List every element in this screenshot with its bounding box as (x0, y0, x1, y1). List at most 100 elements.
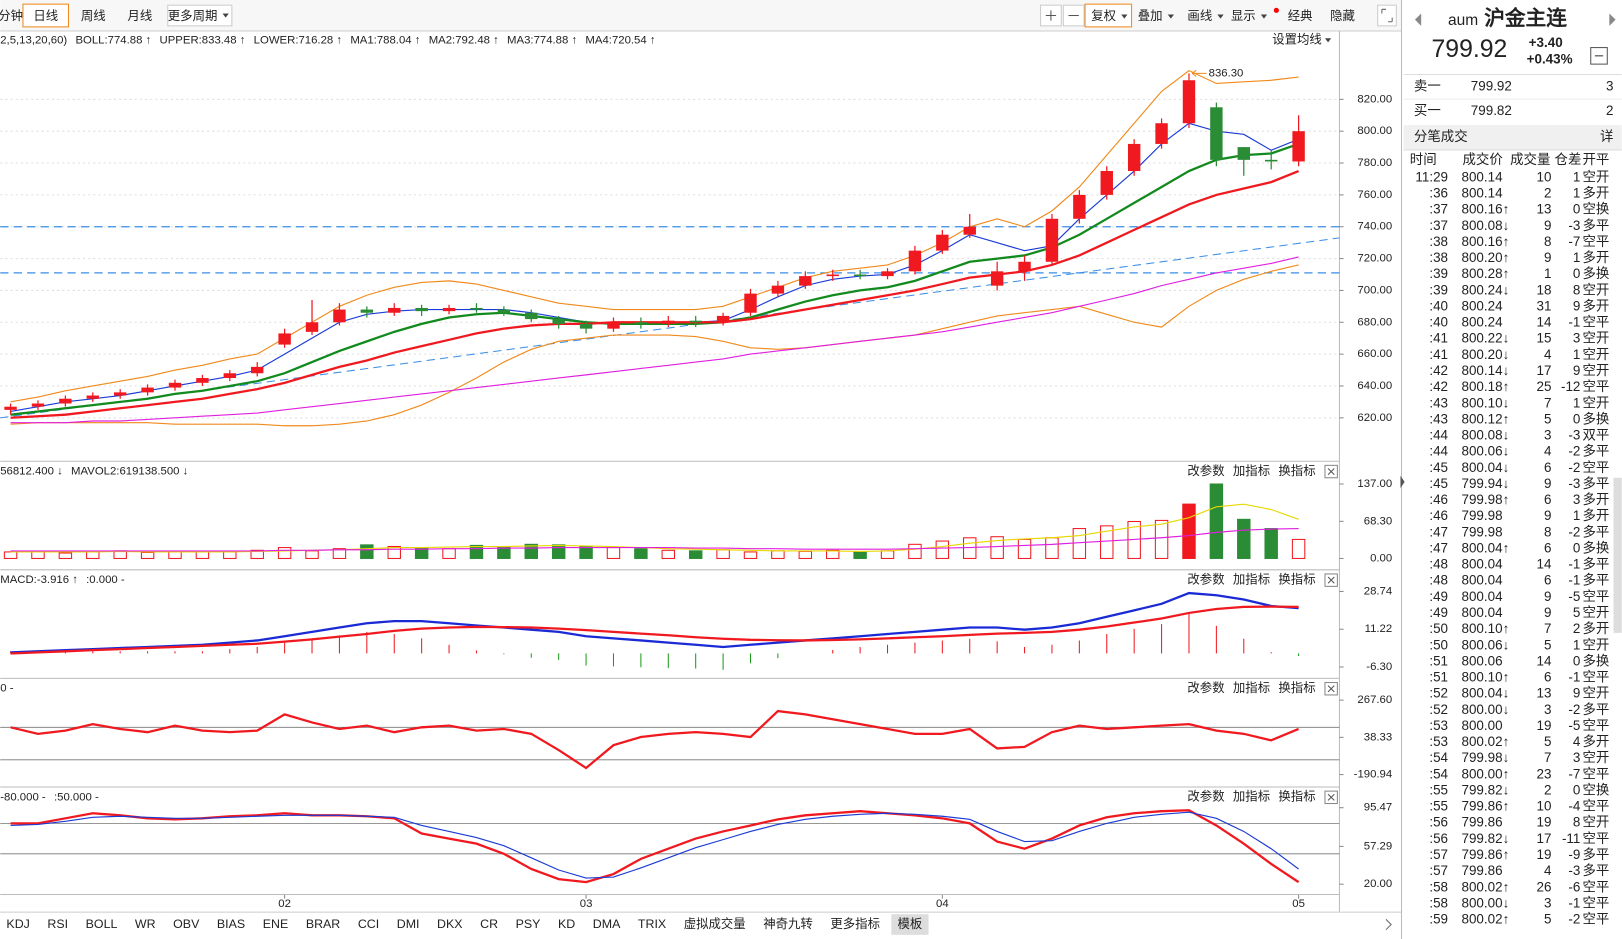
tool-button[interactable]: 复权 (1091, 8, 1116, 23)
trade-time: :55 (1429, 782, 1448, 797)
indicator-tab[interactable]: BRAR (306, 917, 340, 931)
fullscreen-button[interactable] (1377, 4, 1397, 27)
indicator-tab[interactable]: DMA (593, 917, 621, 931)
trade-time: :52 (1429, 686, 1448, 701)
volume-bar (140, 551, 155, 559)
trade-arrow: ↓ (1503, 750, 1510, 765)
candle-body (607, 322, 620, 329)
indicator-tab[interactable]: PSY (516, 917, 541, 931)
panel-button[interactable]: 加指标 (1233, 789, 1270, 804)
period-tab[interactable]: 更多周期 (168, 9, 218, 23)
volume-bar (634, 548, 648, 559)
candle-body (1073, 194, 1086, 219)
period-box[interactable] (167, 4, 233, 27)
trade-diff: -5 (1568, 718, 1580, 733)
indicator-tab[interactable]: WR (135, 917, 156, 931)
panel-button[interactable]: 换指标 (1278, 680, 1315, 695)
panel-button[interactable]: 换指标 (1278, 463, 1315, 478)
volume-bar (469, 544, 484, 559)
scrollbar[interactable] (1613, 477, 1622, 633)
trade-price: 800.16 (1461, 234, 1502, 249)
next-arrow[interactable] (1609, 13, 1616, 26)
trade-kind: 空平 (1582, 234, 1609, 249)
panel-button[interactable]: 加指标 (1233, 680, 1270, 695)
indicator-tab[interactable]: BOLL (86, 917, 118, 931)
indicator-tab[interactable]: RSI (47, 917, 68, 931)
panel-button[interactable]: 改参数 (1187, 789, 1225, 804)
indicator-tab[interactable]: DKX (437, 917, 462, 931)
trade-diff: -2 (1568, 524, 1580, 539)
column-header: 成交价 (1463, 151, 1504, 167)
panel-button[interactable]: 换指标 (1278, 571, 1315, 586)
volume-bar (86, 551, 100, 559)
trade-volume: 6 (1544, 540, 1551, 555)
panel-button[interactable]: 加指标 (1233, 571, 1270, 586)
trade-arrow: ↑ (1503, 379, 1510, 394)
trade-volume: 14 (1536, 557, 1551, 572)
candle-body (1182, 80, 1196, 124)
indicator-tab[interactable]: KDJ (6, 917, 29, 931)
indicator-tab[interactable]: OBV (173, 917, 200, 931)
period-tab[interactable]: 月线 (127, 9, 152, 23)
trades-detail[interactable]: 详 (1600, 129, 1613, 144)
volume-bar (442, 548, 456, 559)
trade-arrow: ↓ (1503, 395, 1510, 410)
trade-kind: 空平 (1582, 799, 1609, 814)
trade-diff: 1 (1573, 508, 1580, 523)
indicator-tab[interactable]: ENE (263, 917, 288, 931)
trade-volume: 9 (1544, 218, 1551, 233)
indicator-tab[interactable]: 更多指标 (830, 916, 880, 931)
panel-button[interactable]: 改参数 (1187, 463, 1225, 478)
indicator-tab[interactable]: BIAS (217, 917, 245, 931)
tool-button[interactable]: 经典 (1288, 9, 1313, 23)
zoom-buttons[interactable] (1040, 4, 1085, 27)
indicator-tab[interactable]: CCI (358, 917, 379, 931)
legend-item: LOWER:716.28 ↑ (254, 34, 342, 46)
trade-time: :54 (1429, 766, 1448, 781)
trade-diff: -1 (1568, 895, 1580, 910)
trade-time: :37 (1429, 218, 1448, 233)
trade-volume: 8 (1544, 524, 1551, 539)
trade-arrow: ↓ (1503, 782, 1510, 797)
indicator-tab[interactable]: DMI (397, 917, 420, 931)
volume-bar (661, 549, 676, 559)
panel-button[interactable]: 改参数 (1187, 571, 1225, 586)
indicator-tab[interactable]: 虚拟成交量 (684, 916, 746, 931)
ma-settings[interactable]: 设置均线 (1272, 32, 1322, 47)
indicator-tab[interactable]: 模板 (898, 917, 923, 931)
period-tab[interactable]: 分钟 (0, 8, 23, 23)
period-tab[interactable]: 日线 (33, 9, 58, 23)
tool-button[interactable]: 显示 (1231, 9, 1256, 23)
volume-bar (606, 547, 621, 559)
volume-bar (743, 551, 758, 559)
panel-button[interactable]: 加指标 (1233, 463, 1270, 478)
volume-bar (798, 550, 813, 559)
legend-item: MAVOL2:619138.500 ↓ (71, 466, 188, 478)
trade-volume: 5 (1544, 411, 1551, 426)
tool-button[interactable]: 叠加 (1138, 9, 1163, 23)
indicator-tab[interactable]: 神奇九转 (763, 916, 813, 931)
tool-button[interactable]: 隐藏 (1330, 9, 1355, 23)
fullscreen-icon (1381, 8, 1393, 23)
collapse-handle[interactable] (1400, 475, 1405, 489)
tabs-scroll[interactable] (1385, 918, 1392, 931)
indicator-tab[interactable]: TRIX (638, 917, 666, 931)
indicator-tab[interactable]: KD (558, 917, 575, 931)
trade-kind: 多换 (1582, 539, 1609, 555)
panel-button[interactable]: 改参数 (1187, 680, 1225, 695)
trade-price: 800.10 (1461, 670, 1502, 685)
trade-diff: 1 (1573, 250, 1580, 265)
tool-button[interactable]: 画线 (1187, 9, 1212, 23)
legend-item: UPPER:833.48 ↑ (160, 34, 246, 46)
indicator-tab[interactable]: CR (480, 917, 498, 931)
indicator-line (10, 809, 1300, 884)
panel-button[interactable]: 换指标 (1278, 789, 1315, 804)
period-tab[interactable]: 周线 (81, 9, 106, 23)
plus-icon (1045, 10, 1057, 21)
trade-volume: 4 (1544, 444, 1552, 459)
prev-arrow[interactable] (1414, 13, 1422, 26)
trade-diff: -4 (1568, 799, 1580, 814)
trade-diff: -12 (1561, 379, 1580, 394)
book-qty: 3 (1606, 78, 1613, 93)
trade-time: :53 (1429, 734, 1448, 749)
